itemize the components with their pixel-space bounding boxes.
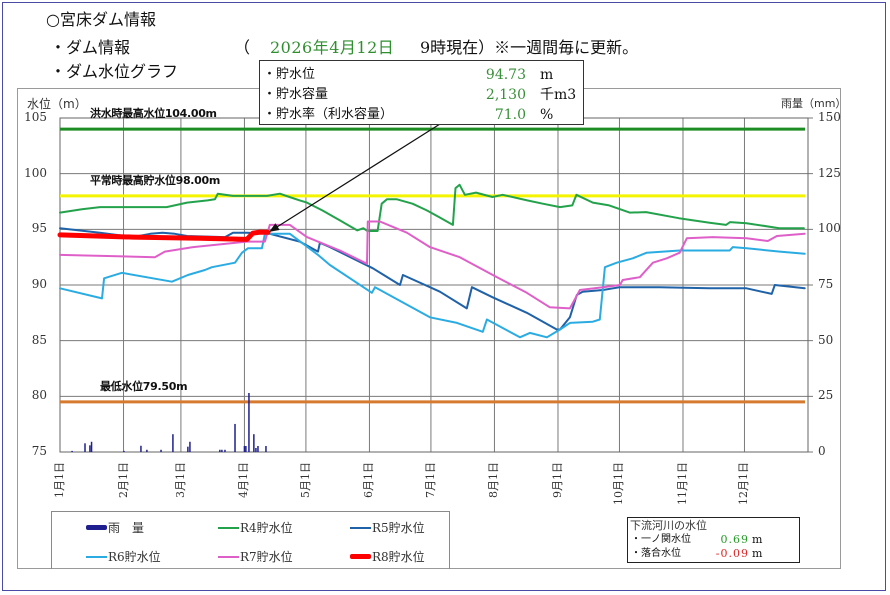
series-line <box>57 229 271 242</box>
info-value: 71.0 <box>494 107 526 123</box>
x-tick-label: 4月1日 <box>237 462 251 498</box>
legend-swatch <box>86 525 107 530</box>
chart-panel <box>17 88 841 569</box>
x-tick-label: 12月1日 <box>737 462 751 505</box>
info-row-storage-volume: ・貯水容量 2,130 千m3 <box>260 85 583 105</box>
y2-tick-label: 25 <box>818 388 834 403</box>
update-time-note: 9時現在）※一週間毎に更新。 <box>420 38 639 57</box>
y2-tick-label: 50 <box>818 332 834 347</box>
y-tick-label: 90 <box>31 277 47 291</box>
x-tick-label: 10月1日 <box>612 462 626 505</box>
series-line <box>59 232 806 339</box>
river-label: ・一ノ関水位 <box>631 534 691 545</box>
y-tick-label: 75 <box>31 444 47 458</box>
section-dam-info: ・ダム情報 <box>50 38 131 57</box>
paren-open: （ <box>234 38 251 57</box>
y-axis-title: 水位（m） <box>27 97 87 111</box>
legend-label: 雨 量 <box>108 521 145 535</box>
reference-line-label: 最低水位79.50m <box>100 379 188 393</box>
info-unit: m <box>540 67 554 83</box>
y2-tick-label: 0 <box>818 444 826 458</box>
river-unit: m <box>752 547 763 560</box>
info-box: ・貯水位 94.73 m ・貯水容量 2,130 千m3 ・貯水率（利水容量） … <box>259 60 584 125</box>
y-tick-label: 100 <box>24 165 47 180</box>
annotation-layer <box>269 123 441 232</box>
info-value: 2,130 <box>485 87 526 103</box>
pointer-arrow-icon <box>269 123 441 232</box>
river-value: 0.69 <box>720 533 749 546</box>
section-graph: ・ダム水位グラフ <box>50 62 179 81</box>
grid-layer <box>59 117 813 453</box>
page-title: ○宮床ダム情報 <box>46 10 156 29</box>
series-line <box>59 183 805 232</box>
legend-label: R6貯水位 <box>108 550 161 564</box>
info-label: ・貯水容量 <box>263 87 329 102</box>
legend-label: R4貯水位 <box>240 521 293 535</box>
x-tick-label: 2月1日 <box>116 462 130 498</box>
y2-tick-label: 125 <box>818 165 841 180</box>
river-label: ・落合水位 <box>631 548 681 559</box>
info-unit: % <box>540 107 554 123</box>
river-value: -0.09 <box>715 547 749 560</box>
y-tick-label: 85 <box>31 332 47 347</box>
legend-label: R8貯水位 <box>372 550 425 564</box>
chart-legend: 雨 量 R4貯水位 R5貯水位 R6貯水位 R7貯水位 R8貯水位 <box>51 511 450 569</box>
y-tick-label: 105 <box>24 110 47 124</box>
legend-swatch <box>350 527 371 529</box>
x-tick-label: 7月1日 <box>423 462 437 498</box>
river-row-ichinoseki: ・一ノ関水位 0.69 m <box>628 533 799 547</box>
y-tick-label: 80 <box>31 388 47 403</box>
x-tick-label: 8月1日 <box>487 462 501 498</box>
legend-label: R5貯水位 <box>372 521 425 535</box>
legend-swatch <box>218 556 239 558</box>
river-unit: m <box>752 533 763 546</box>
y2-tick-label: 100 <box>818 221 841 236</box>
rainfall-bars-layer <box>71 392 267 452</box>
reference-line-label: 平常時最高貯水位98.00m <box>90 173 221 187</box>
x-tick-label: 9月1日 <box>550 462 564 498</box>
river-title: 下流河川の水位 <box>630 519 707 532</box>
x-tick-label: 11月1日 <box>675 462 689 505</box>
info-row-water-level: ・貯水位 94.73 m <box>260 65 583 85</box>
info-value: 94.73 <box>485 67 526 83</box>
reference-line-label: 洪水時最高水位104.00m <box>90 107 217 121</box>
legend-swatch <box>86 556 107 558</box>
y2-tick-label: 150 <box>818 110 841 124</box>
x-tick-label: 3月1日 <box>173 462 187 498</box>
info-label: ・貯水率（利水容量） <box>263 107 394 122</box>
legend-swatch <box>350 554 371 559</box>
update-date: 2026年4月12日 <box>270 38 395 57</box>
water-level-lines-layer <box>57 183 806 339</box>
info-unit: 千m3 <box>540 87 577 103</box>
y-tick-label: 95 <box>31 221 47 236</box>
info-label: ・貯水位 <box>263 67 316 82</box>
x-tick-label: 1月1日 <box>53 462 66 498</box>
legend-label: R7貯水位 <box>240 550 293 564</box>
y2-axis-title: 雨量（mm） <box>781 97 847 110</box>
river-row-ochiai: ・落合水位 -0.09 m <box>628 547 799 561</box>
x-tick-label: 5月1日 <box>298 462 312 498</box>
downstream-river-box: 下流河川の水位 ・一ノ関水位 0.69 m ・落合水位 -0.09 m <box>627 517 800 563</box>
x-tick-label: 6月1日 <box>362 462 376 498</box>
legend-swatch <box>218 527 239 529</box>
info-row-storage-rate: ・貯水率（利水容量） 71.0 % <box>260 105 583 125</box>
y2-tick-label: 75 <box>818 277 834 291</box>
